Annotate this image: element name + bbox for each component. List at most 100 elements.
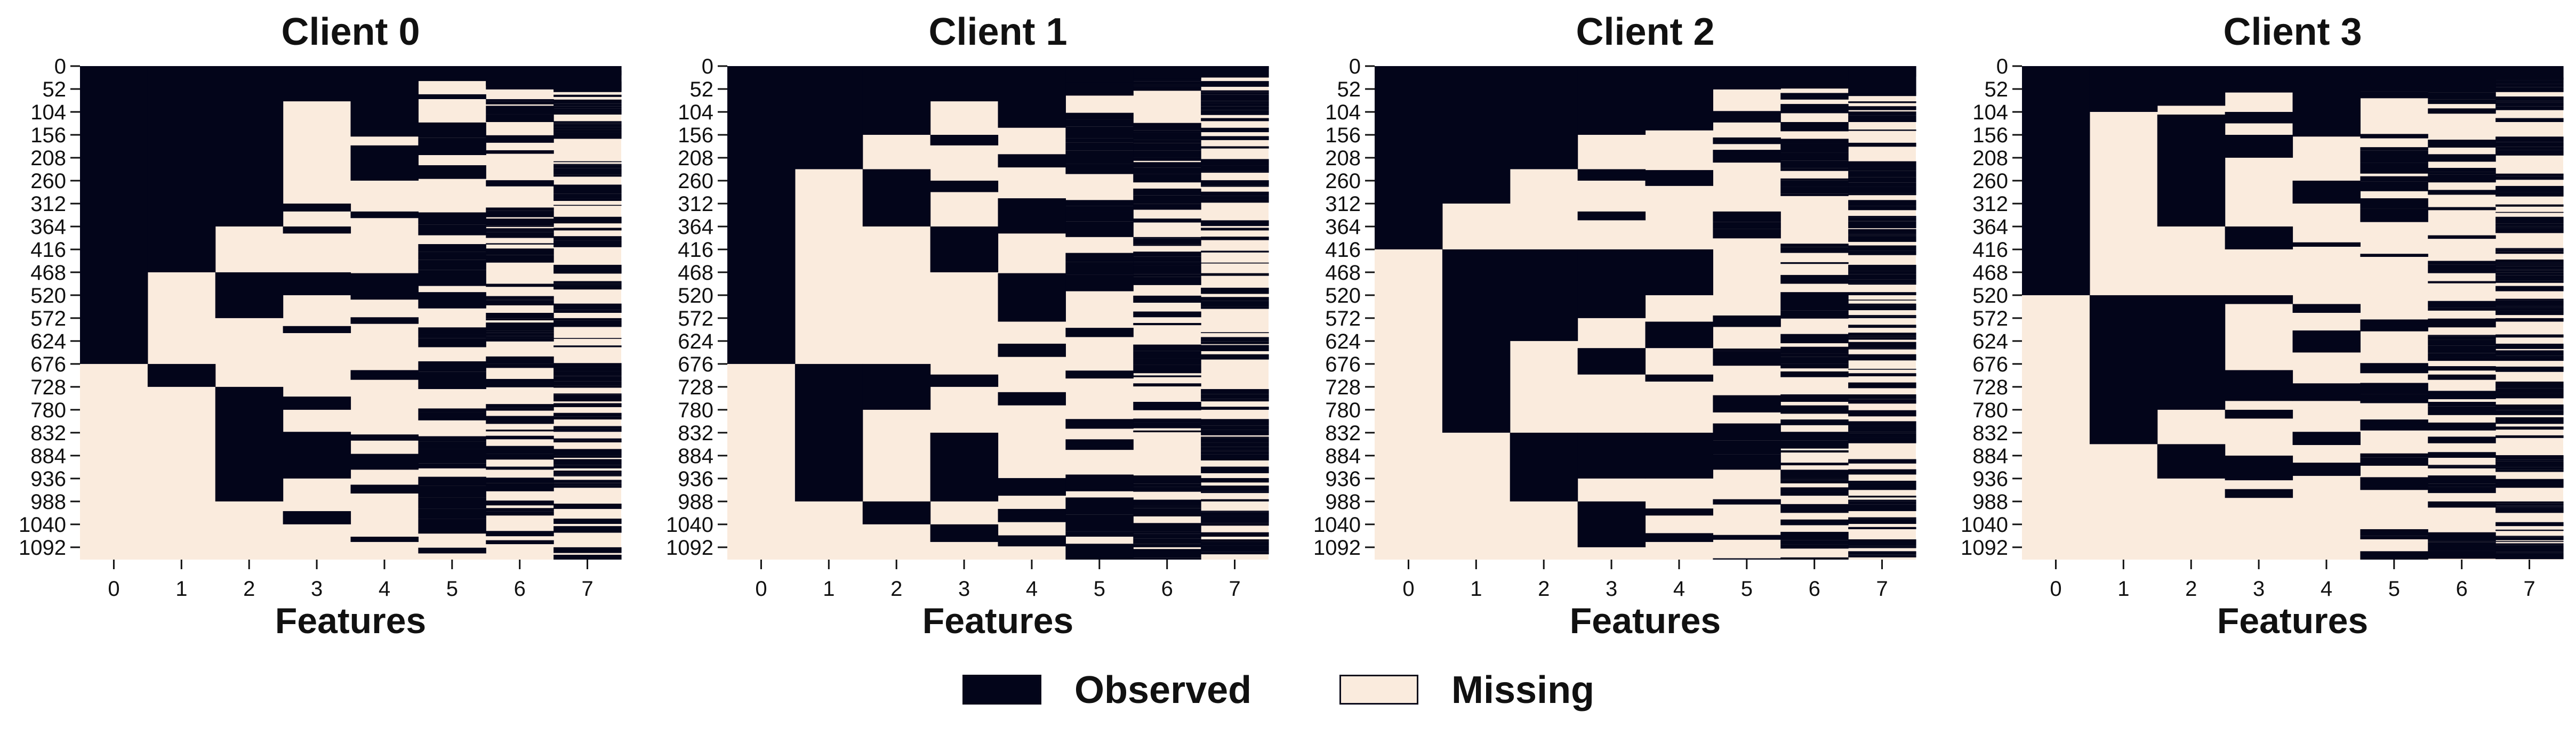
heatmap-cell-observed: [1713, 137, 1781, 144]
y-tick-label: 1092: [666, 536, 713, 560]
heatmap-cell-observed: [2495, 226, 2564, 228]
heatmap-cell-observed: [1780, 478, 1849, 480]
heatmap-cell-observed: [1133, 422, 1201, 428]
heatmap-cell-observed: [1133, 150, 1201, 158]
heatmap-cell-observed: [1780, 274, 1849, 284]
y-tick-label: 0: [1349, 55, 1361, 78]
heatmap-cell-observed: [1780, 394, 1849, 396]
heatmap-cell-observed: [1848, 527, 1916, 528]
y-tick-label: 728: [1325, 376, 1361, 399]
heatmap-cell-observed: [486, 435, 554, 440]
x-tick-label: 0: [755, 577, 767, 601]
heatmap-cell-observed: [2495, 80, 2564, 84]
heatmap-cell-observed: [1201, 451, 1269, 455]
heatmap-cell-observed: [2495, 263, 2564, 265]
heatmap-cell-observed: [2495, 522, 2564, 527]
heatmap-cell-observed: [486, 416, 554, 424]
heatmap-cell-observed: [930, 374, 999, 387]
y-tick-label: 884: [1325, 444, 1361, 468]
heatmap-cell-observed: [553, 381, 622, 386]
heatmap-cell-observed: [486, 356, 554, 364]
heatmap-cell-observed: [486, 99, 554, 101]
heatmap-cell-observed: [1848, 234, 1916, 236]
heatmap-cell-observed: [553, 438, 622, 440]
heatmap-cell-observed: [1780, 405, 1849, 414]
heatmap-cell-observed: [2495, 505, 2564, 507]
heatmap-panel-3: Client 305210415620826031236441646852057…: [1961, 11, 2564, 641]
x-tick-label: 6: [514, 577, 526, 601]
heatmap-cell-observed: [283, 511, 351, 524]
heatmap-cell-observed: [2495, 248, 2564, 249]
heatmap-cell-observed: [486, 318, 554, 321]
heatmap-cell-observed: [2428, 336, 2496, 340]
heatmap-cell-observed: [1133, 244, 1201, 246]
heatmap-cell-observed: [418, 408, 486, 413]
heatmap-cell-observed: [930, 226, 999, 272]
heatmap-cell-observed: [553, 108, 622, 115]
y-tick-label: 0: [702, 55, 713, 78]
heatmap-cell-observed: [1848, 274, 1916, 280]
heatmap-cell-observed: [418, 94, 486, 99]
heatmap-cell-observed: [553, 189, 622, 194]
y-tick-label: 728: [30, 376, 66, 399]
heatmap-cell-observed: [1201, 66, 1269, 78]
y-tick-label: 624: [1325, 330, 1361, 353]
heatmap-cell-observed: [1133, 123, 1201, 131]
heatmap-cell-observed: [1133, 538, 1201, 544]
y-tick-label: 988: [1325, 490, 1361, 514]
heatmap-cell-observed: [1848, 130, 1916, 131]
heatmap-cell-observed: [1848, 106, 1916, 110]
heatmap-cell-observed: [1848, 499, 1916, 502]
heatmap-cell-observed: [1201, 273, 1269, 276]
heatmap-cell-observed: [486, 228, 554, 230]
heatmap-cell-observed: [418, 224, 486, 236]
heatmap-cell-observed: [2428, 501, 2496, 508]
heatmap-cell-observed: [486, 363, 554, 368]
heatmap-cell-observed: [2225, 295, 2293, 304]
heatmap-cell-observed: [998, 154, 1066, 168]
heatmap-cell-observed: [1780, 432, 1849, 441]
heatmap-cell-observed: [1780, 247, 1849, 253]
heatmap-cell-observed: [1133, 130, 1201, 133]
y-tick-label: 780: [678, 399, 713, 422]
heatmap-cell-observed: [1201, 341, 1269, 344]
heatmap-cell-observed: [1713, 395, 1781, 413]
heatmap-cell-observed: [1065, 497, 1134, 515]
heatmap-cell-observed: [486, 211, 554, 217]
heatmap-cell-observed: [2495, 410, 2564, 415]
heatmap-cell-observed: [553, 88, 622, 92]
x-tick-label: 3: [2253, 577, 2265, 601]
heatmap-cell-observed: [2495, 479, 2564, 482]
heatmap-cell-observed: [1848, 115, 1916, 122]
heatmap-cell-observed: [418, 334, 486, 338]
y-tick-label: 156: [678, 124, 713, 147]
heatmap-cell-observed: [2495, 192, 2564, 197]
heatmap-cell-observed: [2495, 435, 2564, 438]
heatmap-cell-observed: [2495, 176, 2564, 180]
heatmap-cell-observed: [1510, 249, 1578, 341]
heatmap-cell-observed: [553, 483, 622, 486]
heatmap-cell-observed: [553, 413, 622, 417]
heatmap-cell-observed: [350, 66, 419, 137]
heatmap-cell-observed: [2360, 319, 2428, 331]
heatmap-cell-observed: [553, 455, 622, 458]
heatmap-cell-observed: [1201, 447, 1269, 450]
x-tick-label: 4: [1673, 577, 1685, 601]
heatmap-cell-observed: [1780, 168, 1849, 171]
heatmap-cell-observed: [486, 284, 554, 287]
heatmap-cell-observed: [1848, 431, 1916, 433]
heatmap-cell-observed: [283, 326, 351, 334]
y-tick-label: 260: [678, 169, 713, 193]
heatmap-cell-observed: [486, 135, 554, 143]
heatmap-cell-observed: [2495, 310, 2564, 316]
heatmap-cell-observed: [553, 94, 622, 97]
heatmap-cell-observed: [2495, 101, 2564, 103]
heatmap-cell-observed: [553, 426, 622, 429]
y-tick-label: 208: [678, 147, 713, 170]
x-tick-label: 1: [2117, 577, 2129, 601]
heatmap-cell-observed: [2428, 99, 2496, 104]
heatmap-cell-observed: [2428, 92, 2496, 100]
heatmap-cell-observed: [1848, 245, 1916, 251]
heatmap-cell-observed: [1848, 111, 1916, 116]
heatmap-cell-observed: [1133, 365, 1201, 374]
